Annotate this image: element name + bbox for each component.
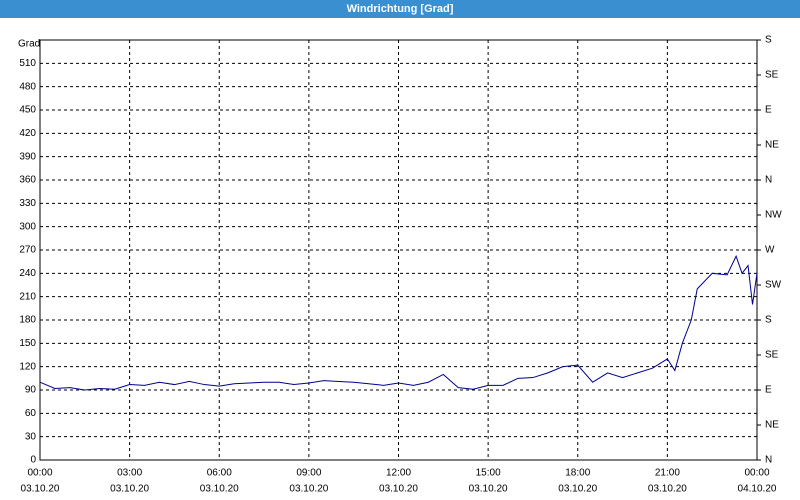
y2-tick-label: NE <box>765 140 779 151</box>
x-tick-label: 12:00 <box>386 468 411 479</box>
y2-tick-label: E <box>765 385 772 396</box>
y2-tick-label: N <box>765 455 772 466</box>
y-tick-label: 360 <box>19 175 36 186</box>
y2-tick-label: S <box>765 35 772 46</box>
y-tick-label: 300 <box>19 221 36 232</box>
x-tick-date: 04.10.20 <box>738 484 777 495</box>
x-tick-date: 03.10.20 <box>379 484 418 495</box>
title-bar: Windrichtung [Grad] <box>0 0 800 18</box>
y-axis-label: Grad <box>18 39 40 50</box>
x-tick-date: 03.10.20 <box>21 484 60 495</box>
y2-tick-label: SE <box>765 70 779 81</box>
x-tick-label: 15:00 <box>476 468 501 479</box>
x-tick-date: 03.10.20 <box>110 484 149 495</box>
y-tick-label: 120 <box>19 361 36 372</box>
x-tick-label: 03:00 <box>117 468 142 479</box>
y-tick-label: 450 <box>19 105 36 116</box>
y-tick-label: 420 <box>19 128 36 139</box>
x-tick-label: 00:00 <box>744 468 769 479</box>
y-tick-label: 90 <box>25 385 37 396</box>
y-tick-label: 330 <box>19 198 36 209</box>
x-tick-label: 21:00 <box>655 468 680 479</box>
x-tick-label: 09:00 <box>296 468 321 479</box>
x-tick-date: 03.10.20 <box>469 484 508 495</box>
x-tick-label: 06:00 <box>207 468 232 479</box>
y-tick-label: 390 <box>19 151 36 162</box>
y-tick-label: 240 <box>19 268 36 279</box>
y-tick-label: 60 <box>25 408 37 419</box>
x-tick-label: 18:00 <box>565 468 590 479</box>
y-tick-label: 150 <box>19 338 36 349</box>
y2-tick-label: SE <box>765 350 779 361</box>
y-tick-label: 510 <box>19 58 36 69</box>
y2-tick-label: E <box>765 105 772 116</box>
data-line <box>39 254 758 391</box>
y2-tick-label: NW <box>765 210 782 221</box>
y2-tick-label: NE <box>765 420 779 431</box>
y2-tick-label: N <box>765 175 772 186</box>
y-tick-label: 210 <box>19 291 36 302</box>
y-tick-label: 0 <box>30 455 36 466</box>
x-tick-date: 03.10.20 <box>289 484 328 495</box>
y-tick-label: 480 <box>19 81 36 92</box>
x-tick-label: 00:00 <box>27 468 52 479</box>
x-tick-date: 03.10.20 <box>558 484 597 495</box>
y-tick-label: 180 <box>19 315 36 326</box>
x-tick-date: 03.10.20 <box>200 484 239 495</box>
y-tick-label: 30 <box>25 431 37 442</box>
y2-tick-label: SW <box>765 280 782 291</box>
y2-tick-label: W <box>765 245 775 256</box>
y2-tick-label: S <box>765 315 772 326</box>
y-tick-label: 270 <box>19 245 36 256</box>
x-tick-date: 03.10.20 <box>648 484 687 495</box>
